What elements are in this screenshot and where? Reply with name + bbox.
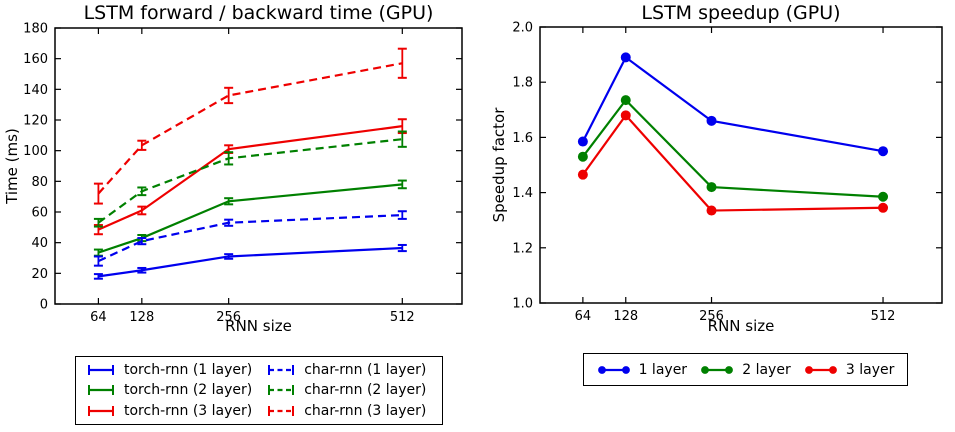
data-point-marker	[577, 151, 588, 162]
y-tick-label: 160	[23, 52, 48, 67]
y-tick-label: 1.8	[512, 76, 533, 91]
series-line-1 layer	[581, 55, 884, 153]
x-tick-label: 64	[90, 310, 107, 325]
y-tick-label: 40	[31, 236, 48, 251]
left-chart-title: LSTM forward / backward time (GPU)	[83, 2, 434, 24]
right-chart-title: LSTM speedup (GPU)	[641, 2, 841, 24]
line-marker-glyph	[701, 365, 734, 374]
right-chart-legend: 1 layer 2 layer 3 layer	[583, 353, 908, 386]
legend-label: 1 layer	[638, 361, 688, 378]
y-tick-label: 80	[31, 175, 48, 190]
legend-item: char-rnn (2 layer)	[266, 382, 432, 398]
right-xaxis-label: RNN size	[707, 317, 775, 335]
y-tick-label: 1.6	[512, 131, 533, 146]
left-chart-legend: torch-rnn (1 layer) torch-rnn (2 layer) …	[75, 356, 443, 425]
errorbar-solid-glyph	[88, 405, 114, 416]
y-tick-label: 1.2	[512, 241, 533, 256]
y-tick-label: 180	[23, 22, 48, 37]
data-point-marker	[577, 136, 588, 147]
legend-item: 2 layer	[700, 361, 791, 378]
series-line-char-rnn (1 layer)	[97, 213, 403, 263]
legend-item: torch-rnn (2 layer)	[86, 382, 266, 398]
x-tick-label: 256	[699, 309, 724, 324]
y-tick-label: 20	[31, 267, 48, 282]
legend-label: torch-rnn (2 layer)	[124, 382, 253, 399]
data-point-marker	[577, 169, 588, 180]
legend-label: 3 layer	[845, 361, 895, 378]
errorbar-solid-glyph	[88, 385, 114, 396]
y-tick-label: 1.4	[512, 186, 533, 201]
data-point-marker	[620, 95, 631, 106]
legend-item: char-rnn (3 layer)	[266, 403, 432, 419]
errorbar-dashed-glyph	[268, 405, 295, 416]
errorbar-dashed-glyph	[268, 385, 295, 396]
data-point-marker	[620, 110, 631, 121]
legend-item: torch-rnn (1 layer)	[86, 362, 266, 378]
y-tick-label: 0	[40, 298, 48, 313]
y-tick-label: 120	[23, 114, 48, 129]
data-point-marker	[706, 205, 717, 216]
legend-item: 3 layer	[804, 362, 894, 378]
y-tick-label: 100	[23, 144, 48, 159]
errorbar-dashed-glyph	[268, 365, 295, 376]
series-line-torch-rnn (3 layer)	[97, 125, 403, 231]
y-tick-label: 2.0	[512, 21, 533, 36]
x-tick-label: 128	[613, 309, 638, 324]
series-line-torch-rnn (1 layer)	[98, 246, 403, 278]
axes-frame	[539, 26, 943, 304]
series-line-torch-rnn (2 layer)	[98, 183, 403, 254]
legend-label: torch-rnn (1 layer)	[124, 362, 253, 379]
data-point-marker	[878, 191, 889, 202]
legend-label: char-rnn (1 layer)	[304, 362, 427, 379]
left-xaxis-label: RNN size	[225, 317, 292, 335]
legend-item: char-rnn (1 layer)	[266, 362, 432, 378]
x-tick-label: 512	[871, 309, 896, 324]
legend-label: char-rnn (3 layer)	[304, 402, 427, 419]
line-marker-glyph	[597, 365, 630, 374]
legend-item: torch-rnn (3 layer)	[86, 403, 266, 419]
x-tick-label: 64	[575, 309, 592, 324]
legend-label: 2 layer	[742, 361, 791, 378]
data-point-marker	[620, 52, 631, 63]
legend-item: 1 layer	[597, 362, 687, 378]
data-point-marker	[706, 115, 717, 126]
errorbar-solid-glyph	[88, 365, 114, 376]
axes-frame	[54, 27, 463, 305]
series-line-char-rnn (2 layer)	[97, 138, 403, 224]
series-line-2 layer	[582, 98, 884, 198]
series-line-3 layer	[581, 113, 884, 212]
data-point-marker	[878, 146, 889, 157]
y-tick-label: 140	[23, 83, 48, 98]
right-yaxis-label: Speedup factor	[490, 107, 508, 223]
x-tick-label: 128	[129, 310, 154, 325]
x-tick-label: 512	[390, 310, 415, 325]
series-line-char-rnn (3 layer)	[97, 62, 403, 195]
left-yaxis-label: Time (ms)	[3, 128, 21, 204]
legend-label: torch-rnn (3 layer)	[124, 402, 253, 419]
legend-label: char-rnn (2 layer)	[304, 382, 427, 399]
line-marker-glyph	[804, 365, 837, 374]
data-point-marker	[878, 202, 889, 213]
y-tick-label: 60	[31, 206, 48, 221]
y-tick-label: 1.0	[512, 297, 533, 312]
data-point-marker	[706, 182, 717, 193]
x-tick-label: 256	[216, 310, 241, 325]
